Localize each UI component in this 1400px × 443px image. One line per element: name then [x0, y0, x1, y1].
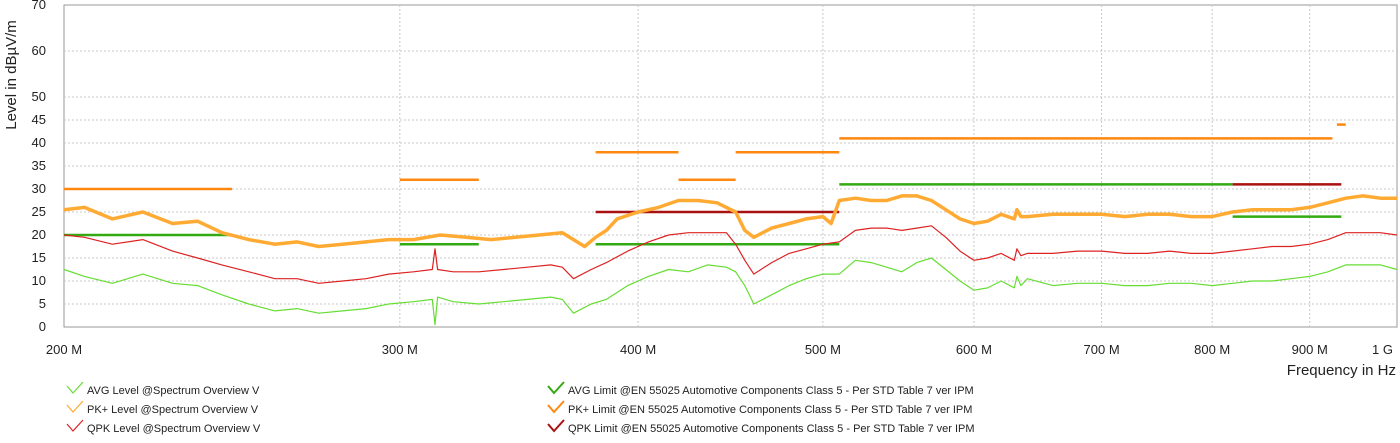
- legend-swatch: [547, 419, 565, 433]
- plot-area: [63, 4, 1398, 328]
- legend-swatch: [66, 381, 84, 394]
- y-tick-label: 10: [32, 273, 46, 288]
- legend-item: PK+ Level @Spectrum Overview V: [66, 400, 259, 416]
- legend-swatch: [66, 419, 84, 432]
- x-tick-label: 900 M: [1292, 342, 1328, 357]
- legend-item: AVG Level @Spectrum Overview V: [66, 381, 260, 397]
- legend-item: QPK Level @Spectrum Overview V: [66, 419, 261, 435]
- legend-label: PK+ Level @Spectrum Overview V: [87, 404, 259, 416]
- x-tick-label: 600 M: [956, 342, 992, 357]
- legend-item: QPK Limit @EN 55025 Automotive Component…: [547, 419, 975, 435]
- y-tick-label: 0: [39, 319, 46, 334]
- trace-line: [63, 194, 1397, 249]
- y-tick-label: 20: [32, 227, 46, 242]
- y-tick-label: 30: [32, 181, 46, 196]
- limit-lines: [64, 123, 1346, 246]
- y-tick-label: 45: [32, 112, 46, 127]
- measurement-traces: [63, 194, 1398, 326]
- legend-label: QPK Limit @EN 55025 Automotive Component…: [568, 423, 975, 435]
- x-tick-label: 1 G: [1372, 342, 1393, 357]
- legend: AVG Level @Spectrum Overview V PK+ Level …: [66, 381, 975, 435]
- x-tick-label: 700 M: [1084, 342, 1120, 357]
- legend-label: QPK Level @Spectrum Overview V: [87, 423, 261, 435]
- y-tick-label: 60: [32, 43, 46, 58]
- y-tick-label: 70: [32, 0, 46, 12]
- trace-line: [63, 257, 1398, 326]
- y-tick-label: 50: [32, 89, 46, 104]
- y-tick-label: 35: [32, 158, 46, 173]
- trace-line: [63, 225, 1398, 284]
- legend-item: PK+ Limit @EN 55025 Automotive Component…: [547, 400, 972, 416]
- x-tick-label: 800 M: [1194, 342, 1230, 357]
- y-tick-labels: 0 5 10 15 20 25 30 35 40 45 50 60 70: [32, 0, 46, 334]
- legend-label: AVG Limit @EN 55025 Automotive Component…: [568, 385, 974, 397]
- x-tick-label: 200 M: [46, 342, 82, 357]
- y-axis-label: Level in dBµV/m: [3, 20, 20, 130]
- x-tick-labels: 200 M 300 M 400 M 500 M 600 M 700 M 800 M 900 M…: [46, 342, 1393, 357]
- legend-swatch: [66, 400, 84, 413]
- x-tick-label: 300 M: [382, 342, 418, 357]
- x-tick-label: 400 M: [620, 342, 656, 357]
- x-axis-label: Frequency in Hz: [1287, 362, 1396, 379]
- legend-label: PK+ Limit @EN 55025 Automotive Component…: [568, 404, 972, 416]
- x-tick-label: 500 M: [805, 342, 841, 357]
- y-tick-label: 25: [32, 204, 46, 219]
- legend-swatch: [547, 381, 565, 395]
- y-tick-label: 15: [32, 250, 46, 265]
- legend-label: AVG Level @Spectrum Overview V: [87, 385, 260, 397]
- y-tick-label: 5: [39, 296, 46, 311]
- legend-swatch: [547, 400, 565, 414]
- y-tick-label: 40: [32, 135, 46, 150]
- plot-frame: [63, 4, 1398, 328]
- legend-item: AVG Limit @EN 55025 Automotive Component…: [547, 381, 974, 397]
